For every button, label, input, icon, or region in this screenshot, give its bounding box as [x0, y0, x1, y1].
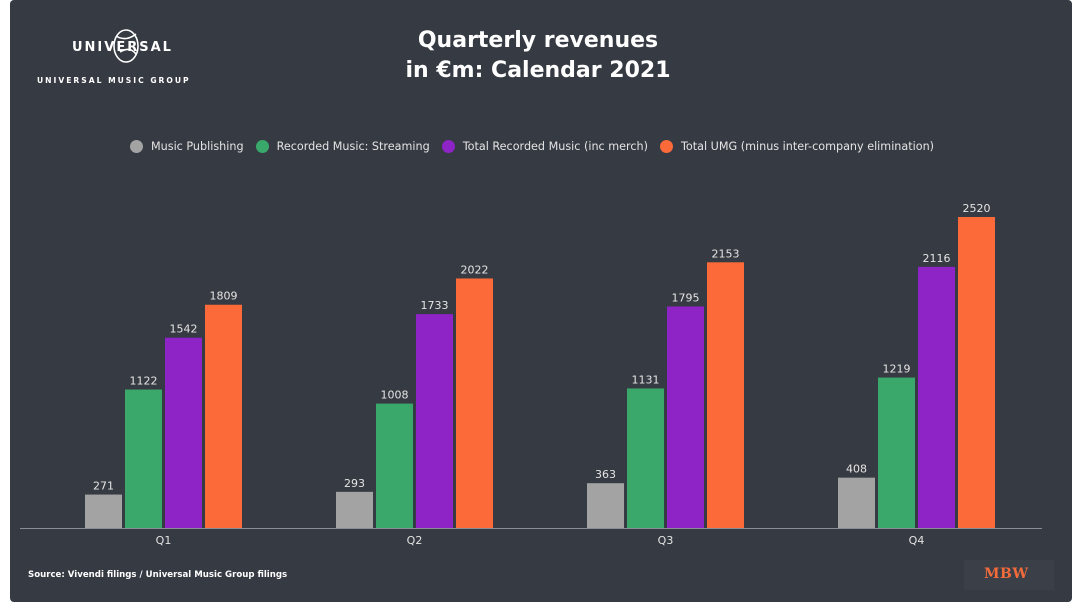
bar-q4-series-2	[918, 266, 955, 528]
mbw-logo: MBW	[984, 566, 1029, 582]
bar-q4-series-0	[838, 477, 875, 528]
bar-q1-series-2	[165, 337, 202, 528]
legend-label: Music Publishing	[151, 140, 244, 153]
legend-swatch	[660, 140, 673, 153]
bar-q3-series-3	[707, 262, 744, 528]
data-label: 1733	[421, 299, 449, 312]
logo-subtitle: UNIVERSAL MUSIC GROUP	[37, 76, 191, 85]
legend-swatch	[255, 140, 269, 153]
data-label: 1795	[672, 291, 700, 304]
legend-label: Total Recorded Music (inc merch)	[462, 140, 648, 153]
data-label: 293	[344, 477, 365, 490]
bar-q2-series-1	[376, 403, 413, 528]
bar-q2-series-0	[336, 491, 373, 528]
bar-q3-series-2	[667, 306, 704, 528]
data-label: 2116	[923, 252, 951, 265]
data-label: 1122	[130, 375, 158, 388]
x-tick-label: Q4	[909, 534, 925, 547]
bar-chart: 271 1122 1542 1809 Q1 293 1008 1733 2022 Q2 363 113…	[20, 202, 1042, 547]
bar-q3-series-0	[587, 483, 624, 528]
bar-q4-series-1	[878, 377, 915, 528]
globe-icon	[113, 29, 139, 63]
x-tick-label: Q1	[156, 534, 172, 547]
legend-label: Recorded Music: Streaming	[276, 140, 430, 153]
bar-q1-series-3	[205, 304, 242, 528]
universal-logo: UNIVERSAL UNIVERSAL MUSIC GROUP	[30, 16, 220, 96]
legend-item-recorded: Total Recorded Music (inc merch)	[441, 140, 648, 153]
data-label: 1008	[381, 389, 409, 402]
mbw-badge	[964, 560, 1054, 590]
data-label: 2520	[963, 202, 991, 215]
bar-q1-series-0	[85, 494, 122, 528]
chart-title: Quarterly revenues	[417, 28, 659, 53]
legend: Music Publishing Recorded Music: Streami…	[130, 140, 946, 153]
data-label: 271	[93, 480, 114, 493]
data-label: 2153	[712, 247, 740, 260]
bar-q4-series-3	[958, 217, 995, 528]
bar-q1-series-1	[125, 389, 162, 528]
x-tick-label: Q3	[658, 534, 674, 547]
data-label: 1131	[632, 373, 660, 386]
data-label: 408	[846, 463, 867, 476]
legend-label: Total UMG (minus inter-company eliminati…	[681, 140, 935, 153]
data-label: 1809	[210, 290, 238, 303]
legend-swatch	[130, 140, 143, 153]
data-label: 1219	[883, 363, 911, 376]
chart-title-block: Quarterly revenues in €m: Calendar 2021	[288, 26, 788, 86]
data-label: 363	[595, 468, 616, 481]
legend-swatch	[441, 140, 455, 153]
bar-q3-series-1	[627, 388, 664, 528]
chart-subtitle: in €m: Calendar 2021	[405, 58, 671, 83]
legend-item-streaming: Recorded Music: Streaming	[255, 140, 430, 153]
data-label: 1542	[170, 323, 198, 336]
data-label: 2022	[461, 263, 489, 276]
legend-item-total: Total UMG (minus inter-company eliminati…	[660, 140, 934, 153]
bar-q2-series-3	[456, 278, 493, 528]
logo-wordmark: UNIVERSAL	[72, 40, 173, 55]
bar-q2-series-2	[416, 314, 453, 528]
x-tick-label: Q2	[407, 534, 423, 547]
legend-item-publishing: Music Publishing	[130, 140, 244, 153]
source-note: Source: Vivendi filings / Universal Musi…	[28, 570, 288, 580]
chart-panel: UNIVERSAL UNIVERSAL MUSIC GROUP Quarterl…	[10, 0, 1072, 602]
